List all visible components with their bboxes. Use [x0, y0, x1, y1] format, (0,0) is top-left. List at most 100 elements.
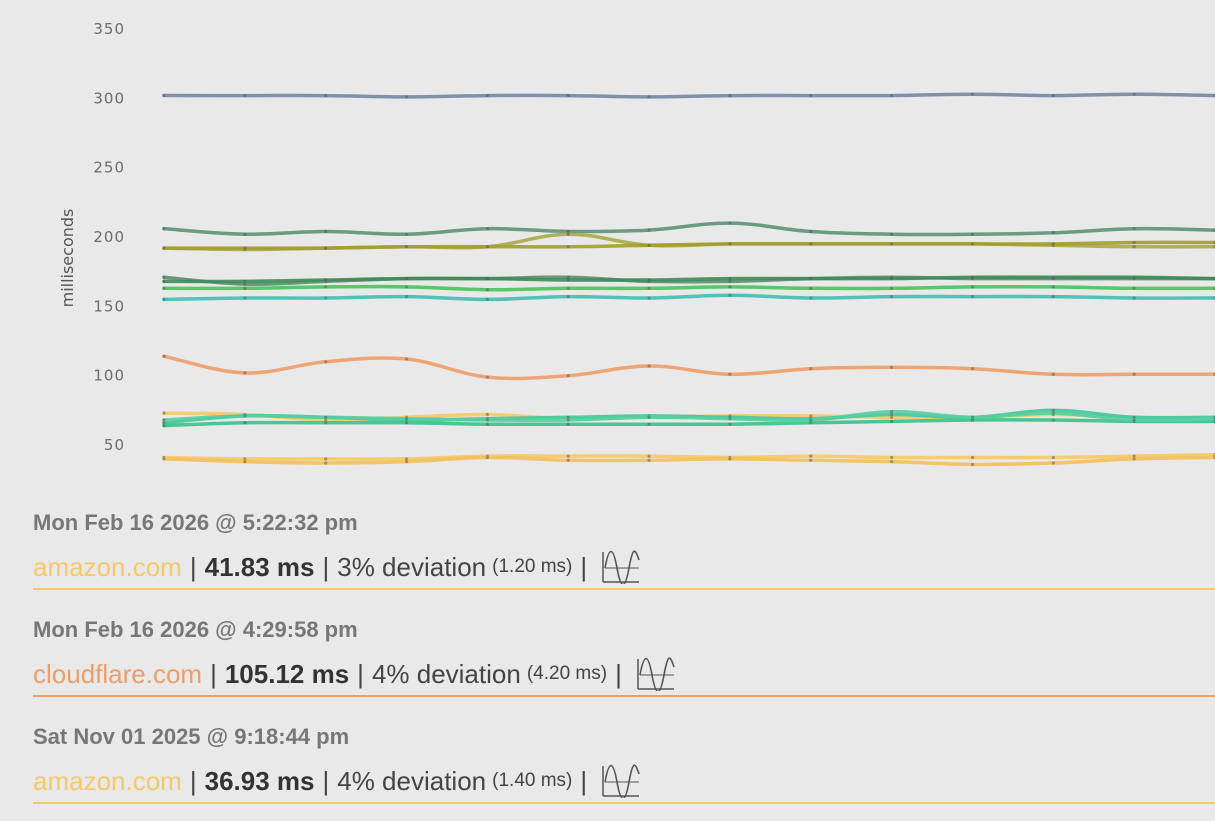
result-deviation-ms: (4.20 ms) — [526, 663, 608, 684]
series-1-point-0 — [162, 227, 166, 231]
series-14-point-2 — [324, 461, 328, 465]
series-0-point-6 — [647, 95, 651, 99]
series-12-point-11 — [1051, 411, 1055, 415]
series-1-point-12 — [1132, 227, 1136, 231]
series-6-point-8 — [809, 286, 813, 290]
series-8-point-3 — [404, 357, 409, 361]
series-6-point-1 — [243, 286, 247, 290]
series-11-point-4 — [485, 422, 489, 426]
series-5-point-2 — [324, 278, 328, 282]
y-tick-label: 100 — [93, 367, 125, 385]
separator: | — [210, 658, 217, 689]
series-14-point-7 — [728, 457, 732, 461]
series-13-point-9 — [890, 455, 894, 460]
series-line-0 — [162, 92, 1215, 99]
separator: | — [580, 551, 588, 582]
series-12-point-6 — [647, 415, 651, 419]
series-3-point-11 — [1051, 242, 1055, 246]
series-13-point-6 — [647, 454, 651, 458]
series-0-point-4 — [485, 93, 489, 98]
series-3-point-2 — [324, 246, 328, 250]
series-3-point-10 — [970, 242, 975, 246]
separator: | — [189, 551, 197, 582]
series-6-point-7 — [728, 285, 732, 289]
y-tick-label: 200 — [93, 228, 125, 246]
series-line-3 — [162, 240, 1215, 250]
series-8-point-4 — [485, 375, 489, 379]
series-3-point-9 — [890, 242, 894, 246]
series-7-point-4 — [485, 297, 489, 301]
series-5-point-8 — [809, 277, 813, 281]
series-5-point-0 — [162, 279, 166, 283]
series-1-point-1 — [243, 232, 247, 236]
result-host-link[interactable]: cloudflare.com — [33, 658, 203, 689]
result-deviation-ms: (1.40 ms) — [492, 770, 573, 791]
series-11-point-9 — [890, 419, 894, 424]
series-8-point-5 — [566, 374, 570, 378]
series-3-point-8 — [809, 242, 813, 246]
result-host-link[interactable]: amazon.com — [33, 551, 182, 582]
separator: | — [357, 658, 364, 689]
series-12-point-2 — [324, 415, 328, 419]
series-8-point-11 — [1051, 372, 1055, 376]
series-5-point-11 — [1051, 275, 1055, 279]
series-6-point-3 — [404, 285, 409, 289]
y-tick-label: 150 — [93, 297, 125, 315]
series-7-point-6 — [647, 296, 651, 300]
series-2-point-12 — [1132, 245, 1136, 249]
series-12-point-3 — [404, 417, 409, 421]
series-line-1 — [162, 221, 1215, 237]
series-0-point-10 — [970, 92, 975, 96]
series-5-point-4 — [485, 277, 489, 281]
result-host-link[interactable]: amazon.com — [33, 765, 182, 796]
series-12-point-7 — [728, 417, 732, 421]
waveform-icon[interactable] — [636, 657, 676, 691]
series-6-point-5 — [566, 286, 570, 290]
waveform-icon[interactable] — [601, 550, 641, 584]
waveform-icon[interactable] — [601, 764, 641, 798]
series-1-point-6 — [647, 228, 651, 232]
series-0-point-8 — [809, 93, 813, 98]
series-6-point-4 — [485, 288, 489, 292]
series-8-point-9 — [890, 365, 894, 369]
series-1-point-7 — [728, 221, 732, 225]
y-tick-label: 50 — [104, 436, 125, 454]
series-6-point-9 — [890, 286, 894, 290]
series-13-point-11 — [1051, 455, 1055, 460]
separator: | — [322, 765, 330, 796]
result-divider — [33, 695, 1215, 697]
result-latency: 36.93 ms — [204, 765, 315, 796]
series-7-point-1 — [243, 296, 247, 300]
y-tick-label: 250 — [93, 159, 125, 177]
series-0-point-0 — [162, 93, 166, 98]
series-4-point-1 — [243, 282, 247, 286]
series-1-point-4 — [485, 227, 489, 231]
series-0-point-2 — [324, 93, 328, 98]
series-5-point-3 — [404, 277, 409, 281]
series-1-point-11 — [1051, 231, 1055, 235]
series-line-11 — [162, 418, 1215, 428]
series-5-point-6 — [647, 278, 651, 282]
result-summary: amazon.com | 36.93 ms | 4% deviation (1.… — [33, 764, 641, 798]
series-0-point-5 — [566, 93, 570, 98]
series-9-point-4 — [485, 412, 489, 417]
series-11-point-11 — [1051, 418, 1055, 422]
series-5-point-9 — [890, 277, 894, 281]
series-1-point-3 — [404, 232, 409, 236]
result-deviation-ms: (1.20 ms) — [492, 556, 573, 577]
series-10-point-5 — [566, 415, 570, 419]
result-divider — [33, 588, 1215, 590]
chart-series — [162, 92, 1215, 467]
series-14-point-4 — [485, 455, 489, 460]
separator: | — [580, 765, 588, 796]
series-14-point-12 — [1132, 457, 1136, 461]
series-13-point-3 — [404, 457, 409, 461]
series-3-point-0 — [162, 246, 166, 250]
y-axis-title: milliseconds — [58, 209, 77, 308]
result-timestamp: Mon Feb 16 2026 @ 5:22:32 pm — [33, 510, 358, 535]
series-13-point-5 — [566, 454, 570, 458]
latency-line-chart: 50 100 150 200 250 300 350 milliseconds — [58, 20, 1215, 467]
series-10-point-9 — [890, 412, 894, 417]
series-12-point-10 — [970, 415, 975, 419]
result-deviation: 3% deviation — [337, 551, 487, 582]
